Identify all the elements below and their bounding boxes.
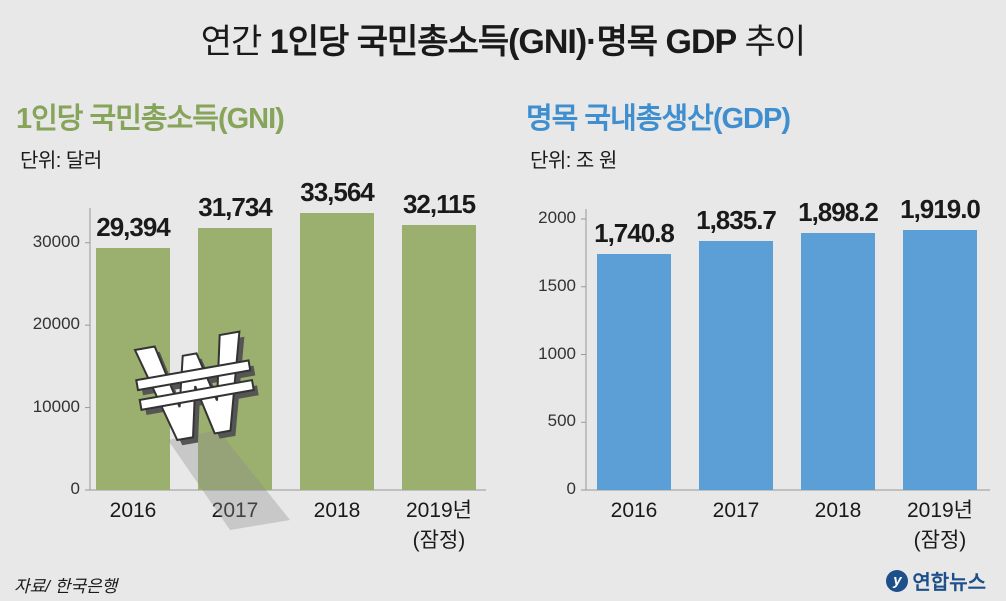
gdp-x-label: 2019년 (잠정) — [906, 499, 974, 552]
source-note: 자료/ 한국은행 — [14, 577, 118, 596]
gni-bar — [198, 228, 272, 490]
gni-y-tick-label: 20000 — [32, 314, 80, 334]
gdp-value-label: 1,919.0 — [900, 193, 981, 224]
gdp-bar — [801, 232, 875, 490]
gni-y-tick-label: 10000 — [32, 396, 80, 416]
gdp-x-label: 2017 — [712, 499, 760, 522]
gni-x-label: 2019년 (잠정) — [405, 499, 473, 552]
gni-bar — [300, 213, 374, 490]
brand-logo: y 연합뉴스 — [886, 566, 986, 595]
gni-x-label: 2017 — [211, 499, 259, 522]
gdp-value-label: 1,898.2 — [798, 196, 879, 227]
gni-unit: 단위: 달러 — [20, 150, 102, 172]
brand-icon: y — [886, 569, 909, 592]
gni-panel-title: 1인당 국민총소득(GNI) — [16, 103, 285, 135]
gni-y-tick-label: 30000 — [32, 231, 80, 251]
gni-x-label: 2018 — [313, 499, 361, 522]
gdp-unit: 단위: 조 원 — [530, 150, 617, 172]
gdp-y-tick-label: 500 — [547, 411, 576, 431]
gni-value-label: 29,394 — [96, 211, 171, 242]
gdp-x-label: 2016 — [610, 499, 658, 522]
gdp-panel-title: 명목 국내총생산(GDP) — [526, 103, 791, 135]
gdp-value-label: 1,835.7 — [696, 205, 777, 236]
gni-x-label: 2016 — [109, 499, 157, 522]
gni-value-label: 33,564 — [300, 177, 375, 208]
gni-bar — [96, 247, 170, 490]
gdp-x-label: 2018 — [814, 499, 862, 522]
gdp-y-tick-label: 1500 — [538, 275, 576, 295]
gni-value-label: 31,734 — [198, 192, 273, 223]
gdp-y-tick-label: 2000 — [538, 208, 576, 227]
gdp-y-tick-label: 1000 — [538, 343, 576, 363]
gdp-bar — [699, 241, 773, 490]
gdp-bar — [597, 254, 671, 490]
brand-text: 연합뉴스 — [912, 572, 986, 594]
gdp-y-tick-label: 0 — [566, 479, 576, 498]
gdp-bar — [903, 229, 977, 490]
gni-y-tick-label: 0 — [70, 479, 80, 498]
gdp-value-label: 1,740.8 — [594, 218, 675, 249]
gni-value-label: 32,115 — [402, 189, 476, 220]
main-title: 연간 1인당 국민총소득(GNI)·명목 GDP 추이 — [200, 23, 806, 61]
gni-bar — [402, 225, 476, 490]
